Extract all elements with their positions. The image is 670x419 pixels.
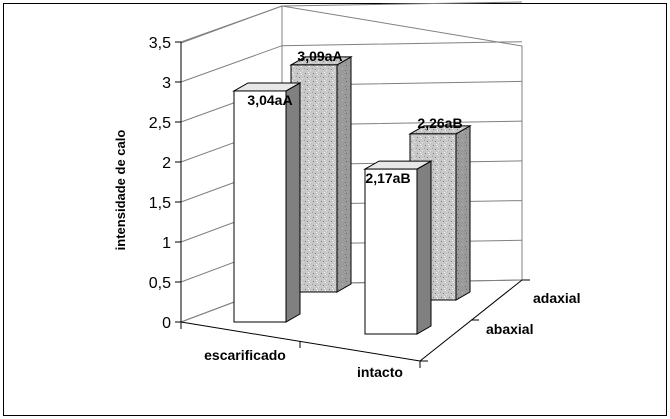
- bar-side-abaxial-escarificado: [285, 82, 301, 323]
- gridline: [180, 41, 523, 83]
- depth-tick-label: abaxial: [486, 321, 533, 337]
- y-axis-label: intensidade de calo: [113, 130, 128, 251]
- y-tick-label: 0,5: [149, 275, 171, 292]
- x-tick-label: intacto: [357, 364, 403, 380]
- data-label: 3,04aA: [247, 92, 292, 108]
- data-labels: 3,04aA 2,17aB 3,09aA 2,26aB: [247, 48, 462, 186]
- y-tick-label: 2: [162, 155, 171, 172]
- y-tick-label: 0: [162, 315, 171, 332]
- bar-side-abaxial-intacto: [416, 160, 432, 335]
- x-tick-label: escarificado: [204, 347, 286, 363]
- bar-side-adaxial-escarificado: [336, 56, 352, 293]
- data-label: 2,26aB: [417, 115, 462, 131]
- bar-abaxial-escarificado: [233, 90, 287, 323]
- y-tick-label: 1,5: [149, 195, 171, 212]
- depth-tick-label: adaxial: [533, 290, 580, 306]
- gridline: [180, 1, 523, 43]
- y-tick-label: 3: [162, 75, 171, 92]
- data-label: 3,09aA: [297, 48, 342, 64]
- bar-abaxial-intacto: [364, 168, 418, 335]
- axes: 0 0,5 1 1,5 2 2,5 3 3,5: [149, 35, 530, 368]
- y-tick-label: 1: [162, 235, 171, 252]
- y-tick-label: 2,5: [149, 115, 171, 132]
- data-label: 2,17aB: [365, 170, 410, 186]
- bar-side-adaxial-intacto: [455, 125, 471, 301]
- bars: [232, 56, 472, 335]
- y-tick-label: 3,5: [149, 35, 171, 52]
